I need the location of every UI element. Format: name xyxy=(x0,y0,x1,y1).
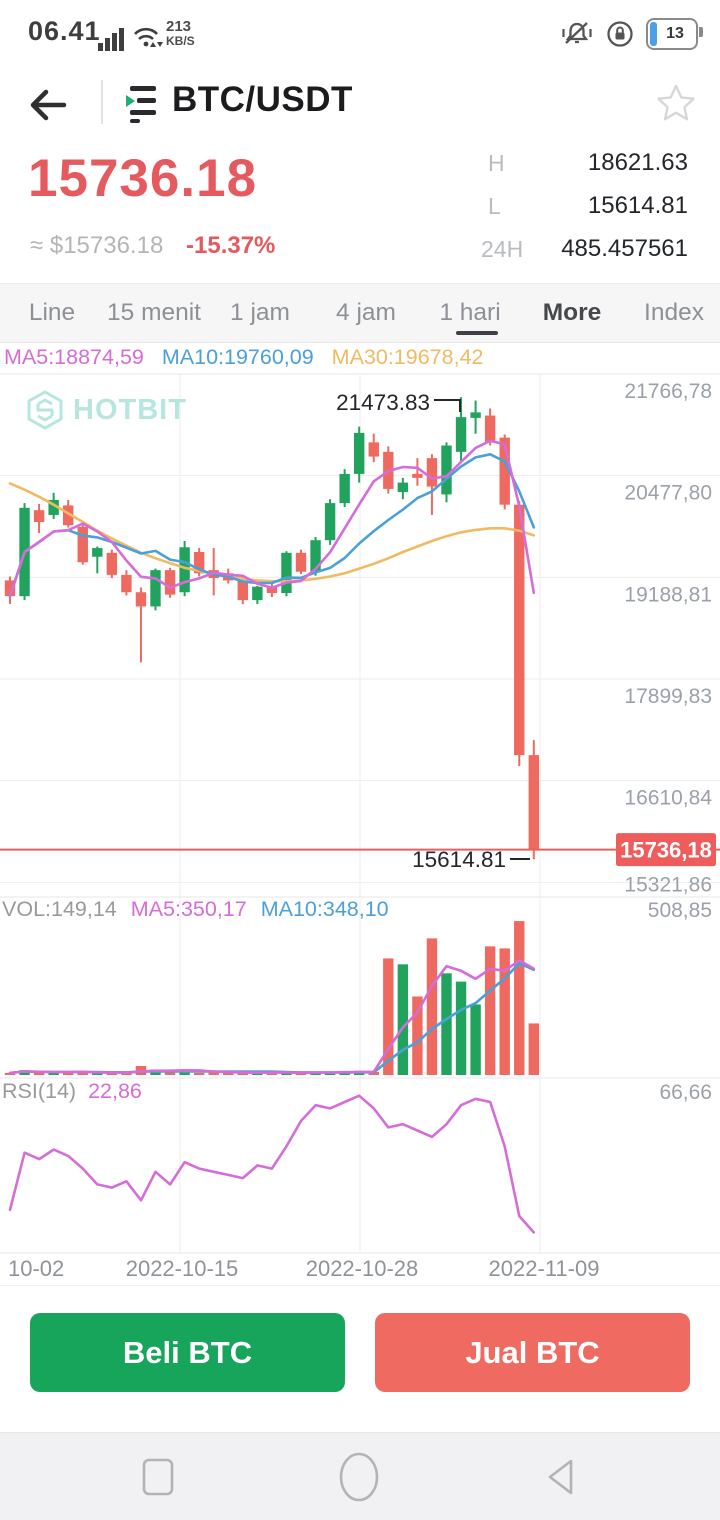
tab-15-menit[interactable]: 15 menit xyxy=(107,299,201,326)
svg-text:21473.83: 21473.83 xyxy=(336,390,430,415)
buy-btc-button[interactable]: Beli BTC xyxy=(30,1313,345,1392)
tab-4-jam[interactable]: 4 jam xyxy=(336,299,396,326)
svg-text:17899,83: 17899,83 xyxy=(624,685,712,708)
vol-ma5-value: MA5:350,17 xyxy=(130,897,247,921)
pair-title: BTC/USDT xyxy=(172,80,353,119)
tab-1-jam[interactable]: 1 jam xyxy=(230,299,290,326)
high-label: H xyxy=(488,150,505,176)
sell-btc-button[interactable]: Jual BTC xyxy=(375,1313,690,1392)
ma-legend: MA5:18874,59 MA10:19760,09 MA30:19678,42 xyxy=(4,345,501,370)
vibrate-icon xyxy=(562,22,592,44)
recents-button-icon[interactable] xyxy=(140,1456,176,1498)
home-button-icon[interactable] xyxy=(337,1452,381,1502)
back-arrow-icon[interactable] xyxy=(24,84,72,126)
timeframe-tabbar: Line 15 menit 1 jam 4 jam 1 hari More In… xyxy=(0,283,720,343)
wifi-icon xyxy=(134,27,163,47)
rsi-label: RSI(14) xyxy=(2,1079,77,1103)
network-speed-unit: KB/S xyxy=(166,34,195,48)
volume-24h-label: 24H xyxy=(481,236,524,262)
status-icons: 13 xyxy=(560,18,703,50)
svg-text:15321,86: 15321,86 xyxy=(624,873,712,896)
volume-legend: VOL:149,14 MA5:350,17 MA10:348,10 xyxy=(2,897,403,922)
high-value: 18621.63 xyxy=(587,149,688,176)
favorite-star-icon[interactable] xyxy=(654,82,698,126)
svg-text:15614.81: 15614.81 xyxy=(412,847,506,872)
fiat-equivalent: ≈ $15736.18 xyxy=(30,232,164,259)
screen-lock-icon xyxy=(607,21,633,47)
ma10-legend: MA10:19760,09 xyxy=(161,345,314,369)
svg-text:10-02: 10-02 xyxy=(8,1256,64,1281)
svg-text:15736,18: 15736,18 xyxy=(620,838,712,863)
tab-more[interactable]: More xyxy=(542,299,602,326)
header-divider xyxy=(101,80,103,124)
signal-strength-icon xyxy=(98,28,124,51)
ma30-legend: MA30:19678,42 xyxy=(331,345,484,369)
section-divider xyxy=(0,1285,720,1286)
svg-text:2022-10-15: 2022-10-15 xyxy=(126,1256,239,1281)
price-chart[interactable]: 21766,78 20477,80 19188,81 17899,83 16610,84… xyxy=(0,370,720,1285)
svg-text:20477,80: 20477,80 xyxy=(624,482,712,505)
vol-ma10-value: MA10:348,10 xyxy=(260,897,389,921)
low-label: L xyxy=(488,193,501,219)
battery-percentage: 13 xyxy=(666,25,684,42)
hotbit-watermark-text: HOTBIT xyxy=(73,393,187,426)
last-price: 15736.18 xyxy=(28,149,258,208)
svg-text:21766,78: 21766,78 xyxy=(624,380,712,403)
network-speed: 213 KB/S xyxy=(166,19,195,49)
active-tab-underline xyxy=(456,331,498,335)
low-value: 15614.81 xyxy=(587,192,688,219)
svg-text:19188,81: 19188,81 xyxy=(624,583,712,606)
tab-line[interactable]: Line xyxy=(28,299,76,326)
rsi-axis-max: 66,66 xyxy=(659,1081,712,1104)
network-speed-value: 213 xyxy=(166,18,192,35)
rsi-legend: RSI(14) 22,86 xyxy=(2,1079,154,1104)
tab-index[interactable]: Index xyxy=(644,299,704,326)
hotbit-logo-icon xyxy=(27,390,63,430)
volume-axis-max: 508,85 xyxy=(647,899,712,922)
back-button-icon[interactable] xyxy=(542,1456,580,1498)
hotbit-watermark: HOTBIT xyxy=(26,390,187,430)
battery-icon: 13 xyxy=(646,18,703,50)
svg-text:16610,84: 16610,84 xyxy=(624,787,712,810)
volume-24h-value: 485.457561 xyxy=(561,235,688,262)
android-nav-bar xyxy=(0,1432,720,1520)
battery-fill xyxy=(650,22,657,46)
ma5-legend: MA5:18874,59 xyxy=(4,345,144,369)
svg-text:2022-11-09: 2022-11-09 xyxy=(489,1256,600,1281)
svg-text:2022-10-28: 2022-10-28 xyxy=(306,1256,419,1281)
vol-value: VOL:149,14 xyxy=(2,897,117,921)
status-time: 06.41 xyxy=(28,16,101,46)
tab-1-hari-active[interactable]: 1 hari xyxy=(439,299,501,326)
rsi-value: 22,86 xyxy=(88,1079,142,1103)
market-list-icon[interactable] xyxy=(126,84,158,124)
change-percent: -15.37% xyxy=(186,232,276,259)
